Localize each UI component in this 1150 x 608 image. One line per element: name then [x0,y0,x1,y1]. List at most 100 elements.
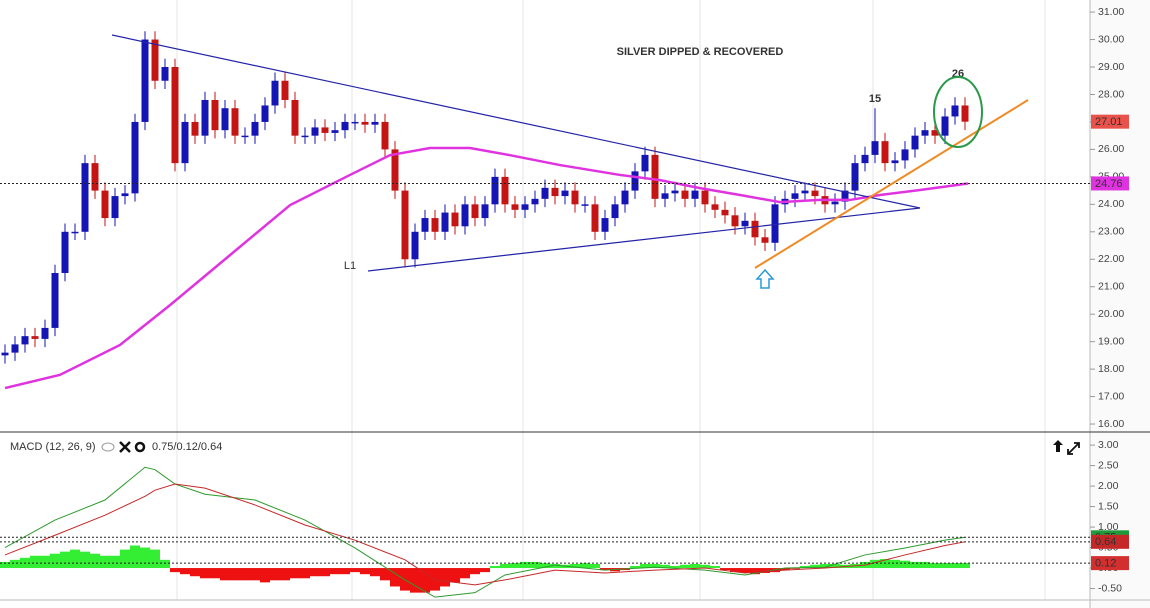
candle-body [681,190,689,199]
y-tick-label: 16.00 [1098,418,1124,430]
histogram-bar [230,568,240,581]
candle-body [151,39,159,81]
candle-body [321,127,329,133]
candle-body [241,135,249,138]
candle-body [561,190,569,197]
histogram-bar [170,568,180,573]
candle-body [761,237,769,243]
histogram-bar [820,563,830,569]
expand-icon[interactable] [1067,442,1080,455]
candle-body [331,130,339,133]
candle-body [311,127,319,136]
candle-body [41,327,49,339]
histogram-bar [70,549,80,569]
candle-body [671,190,679,194]
y-tick-label: 29.00 [1098,61,1124,73]
candle-body [91,163,99,191]
axis-background [1090,0,1150,608]
candle-body [541,187,549,199]
candle-body [211,99,219,131]
price-tag [1091,114,1129,129]
histogram-bar [910,561,920,569]
y-tick-label: -0.50 [1098,582,1122,594]
y-tick-label: 1.00 [1098,521,1119,533]
candle-body [811,190,819,197]
y-tick-label: 1.50 [1098,500,1119,512]
histogram-bar [0,561,10,569]
histogram-bar [300,568,310,579]
histogram-bar [740,568,750,573]
histogram-bar [100,555,110,569]
price-tag-label: 24.76 [1095,178,1123,190]
annotation: 15 [869,93,881,105]
histogram-bar [680,564,690,569]
histogram-bar [810,564,820,569]
histogram-bar [890,559,900,569]
candle-body [851,163,859,191]
candle-body [591,204,599,232]
histogram-bar [410,568,420,593]
histogram-bar [600,568,610,571]
candle-body [771,204,779,243]
candle-body [371,121,379,125]
trendline [111,34,921,209]
histogram-bar [50,553,60,569]
candle-body [271,80,279,106]
histogram-bar [720,568,730,571]
histogram-bar [350,568,360,573]
histogram-bar [800,565,810,569]
candle-body [221,108,229,131]
candle-body [51,272,59,328]
candle-body [731,215,739,227]
histogram-bar [180,568,190,575]
candle-body [691,190,699,199]
candle-body [101,190,109,219]
y-tick-label: 2.50 [1098,459,1119,471]
y-tick-label: 22.00 [1098,253,1124,265]
indicator-icons [101,440,1080,455]
candle-body [891,160,899,164]
y-tick-label: 31.00 [1098,6,1124,18]
move-icon[interactable] [1053,440,1063,452]
candle-body [71,231,79,234]
candle-body [131,121,139,194]
candle-body [411,231,419,260]
candle-body [401,190,409,260]
histogram-bar [130,545,140,569]
price-tag [1091,556,1129,571]
price-tag [1091,176,1129,191]
histogram-bar [400,568,410,591]
candle-body [1,352,9,356]
histogram-bar [200,568,210,579]
histogram-bar [900,560,910,569]
histogram-bar [320,568,330,577]
eye-icon [101,442,115,452]
histogram-bar [710,565,720,569]
candle-body [831,201,839,205]
candle-body [281,80,289,100]
y-tick-label: 21.00 [1098,280,1124,292]
histogram-bar [570,563,580,569]
candle-body [901,149,909,161]
histogram-bar [960,563,970,569]
candle-body [61,231,69,273]
candle-body [801,190,809,194]
candle-body [871,141,879,155]
candle-body [171,67,179,164]
histogram-bar [450,568,460,583]
candle-body [511,204,519,210]
annotation: L1 [344,260,356,272]
histogram-bar [40,555,50,569]
y-tick-label: 17.00 [1098,390,1124,402]
candle-body [911,135,919,150]
histogram-bar [150,549,160,569]
histogram-bar [510,563,520,569]
histogram-bar [480,568,490,573]
histogram-bar [700,564,710,569]
candle-body [491,176,499,205]
candle-body [21,336,29,345]
histogram-bar [190,568,200,577]
histogram-bar [280,568,290,581]
